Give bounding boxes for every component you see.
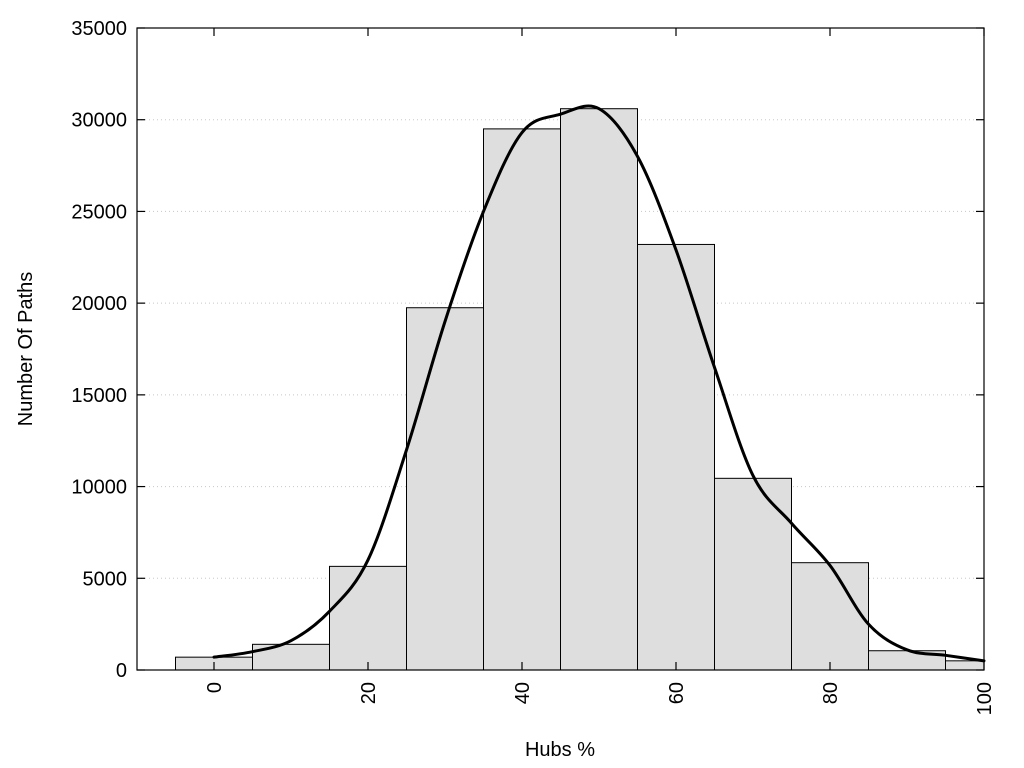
y-tick-label: 0 <box>116 660 127 682</box>
y-axis-label: Number Of Paths <box>15 272 37 427</box>
y-tick-label: 10000 <box>71 477 127 499</box>
x-axis-ticks: 0 20 40 60 80 100 <box>204 28 996 715</box>
histogram-bar <box>406 307 484 671</box>
x-tick-label: 80 <box>820 682 842 704</box>
y-tick-label: 25000 <box>71 201 127 223</box>
x-tick-label: 0 <box>204 682 226 693</box>
y-tick-label: 30000 <box>71 110 127 132</box>
x-tick-label: 60 <box>666 682 688 704</box>
histogram-bar <box>791 562 869 671</box>
y-tick-label: 15000 <box>71 385 127 407</box>
y-tick-label: 5000 <box>83 568 128 590</box>
density-curve-layer <box>212 104 986 663</box>
y-axis-ticks: 0 5000 10000 15000 20000 25000 30000 35000 <box>71 18 984 682</box>
density-curve <box>212 104 986 663</box>
x-tick-label: 20 <box>358 682 380 704</box>
histogram-bar <box>483 128 561 671</box>
histogram-bar <box>329 565 407 671</box>
y-tick-label: 20000 <box>71 293 127 315</box>
histogram-bars <box>175 108 985 671</box>
x-tick-label: 40 <box>512 682 534 704</box>
histogram-bar <box>945 660 985 671</box>
plot-frame <box>136 27 985 671</box>
histogram-bar <box>714 477 792 671</box>
x-tick-label: 100 <box>974 682 996 715</box>
y-tick-label: 35000 <box>71 18 127 40</box>
x-axis-label: Hubs % <box>525 739 595 761</box>
histogram-bar <box>637 243 715 671</box>
histogram-bar <box>560 108 638 671</box>
